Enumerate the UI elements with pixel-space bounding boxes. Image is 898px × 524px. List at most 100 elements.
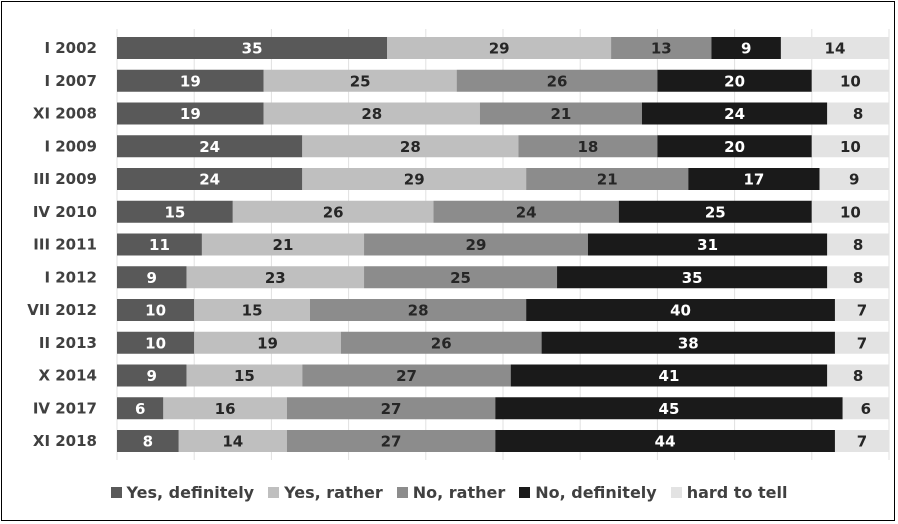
category-label: XI 2018 — [33, 432, 97, 450]
data-label: 24 — [199, 171, 220, 189]
data-label: 27 — [396, 367, 417, 385]
data-label: 41 — [659, 367, 680, 385]
data-label: 11 — [149, 236, 170, 254]
bar-segment — [526, 299, 835, 321]
bar-segment — [557, 266, 828, 289]
bar-segment — [456, 69, 658, 92]
data-label: 17 — [743, 171, 764, 189]
data-label: 16 — [215, 400, 236, 418]
bar-segment — [163, 397, 287, 420]
bar-segment — [302, 168, 527, 190]
data-label: 31 — [697, 236, 718, 254]
data-label: 21 — [597, 171, 618, 189]
data-label: 15 — [234, 367, 255, 385]
legend: Yes, definitely Yes, rather No, rather No, … — [0, 483, 898, 502]
data-label: 10 — [840, 138, 861, 156]
bar-segment — [117, 135, 303, 158]
legend-swatch — [268, 487, 280, 498]
data-label: 19 — [180, 105, 201, 123]
data-label: 35 — [242, 40, 263, 58]
data-label: 10 — [840, 72, 861, 90]
bar-segment — [819, 168, 889, 190]
bar-segment — [286, 430, 496, 452]
data-label: 8 — [853, 367, 863, 385]
data-label: 35 — [682, 269, 703, 287]
bar-segment — [827, 233, 889, 256]
bar-segment — [117, 37, 388, 59]
bar-segment — [117, 200, 233, 223]
bar-segment — [611, 37, 712, 59]
bar-segment — [827, 364, 889, 387]
data-label: 9 — [849, 171, 859, 189]
data-label: 44 — [655, 433, 676, 451]
bar-segment — [194, 299, 310, 321]
bar-segment — [827, 266, 889, 289]
bar-segment — [178, 430, 287, 452]
data-label: 25 — [705, 203, 726, 221]
bar-segment — [495, 430, 835, 452]
category-label: III 2011 — [33, 236, 97, 254]
data-label: 45 — [659, 400, 680, 418]
bar-segment — [842, 397, 889, 420]
data-label: 15 — [164, 203, 185, 221]
bar-segment — [194, 331, 341, 354]
data-label: 40 — [670, 302, 691, 320]
data-label: 10 — [840, 203, 861, 221]
legend-item: Yes, rather — [268, 483, 383, 502]
data-label: 29 — [489, 40, 510, 58]
data-label: 26 — [323, 203, 344, 221]
category-label: III 2009 — [33, 170, 97, 188]
bar-segment — [186, 364, 303, 387]
data-label: 19 — [257, 334, 278, 352]
category-label: VII 2012 — [27, 301, 97, 319]
bar-segment — [811, 135, 889, 158]
bar-segment — [117, 69, 264, 92]
bar-segment — [117, 364, 187, 387]
bar-segment — [526, 168, 689, 190]
legend-label: Yes, rather — [284, 483, 383, 502]
bar-segment — [117, 168, 303, 190]
bar-segment — [495, 397, 843, 420]
legend-swatch — [396, 487, 408, 498]
data-label: 6 — [135, 400, 145, 418]
data-label: 10 — [145, 334, 166, 352]
data-label: 15 — [242, 302, 263, 320]
data-label: 8 — [853, 269, 863, 287]
bar-segment — [117, 397, 164, 420]
bar-segment — [201, 233, 365, 256]
bar-segment — [286, 397, 496, 420]
data-label: 29 — [404, 171, 425, 189]
bar-segment — [657, 69, 812, 92]
data-label: 9 — [741, 40, 751, 58]
bar-segment — [310, 299, 527, 321]
data-label: 21 — [273, 236, 294, 254]
data-label: 9 — [147, 367, 157, 385]
bar-segment — [834, 430, 889, 452]
bar-segment — [263, 102, 480, 125]
bar-segment — [780, 37, 889, 59]
legend-item: Yes, definitely — [110, 483, 254, 502]
bar-segment — [232, 200, 434, 223]
data-label: 24 — [199, 138, 220, 156]
data-label: 27 — [381, 400, 402, 418]
data-label: 24 — [724, 105, 745, 123]
bar-segment — [811, 200, 889, 223]
data-label: 7 — [857, 302, 867, 320]
bar-segment — [433, 200, 619, 223]
legend-label: hard to tell — [686, 483, 788, 502]
category-label: II 2013 — [39, 334, 97, 352]
bar-segment — [117, 102, 264, 125]
data-label: 26 — [431, 334, 452, 352]
bar-segment — [510, 364, 828, 387]
data-label: 28 — [400, 138, 421, 156]
data-label: 13 — [651, 40, 672, 58]
data-label: 8 — [853, 105, 863, 123]
data-label: 28 — [361, 105, 382, 123]
bar-segment — [827, 102, 889, 125]
bar-segment — [518, 135, 658, 158]
data-label: 24 — [516, 203, 537, 221]
bar-segment — [479, 102, 642, 125]
data-label: 6 — [861, 400, 871, 418]
bar-segment — [387, 37, 612, 59]
bar-segment — [711, 37, 781, 59]
